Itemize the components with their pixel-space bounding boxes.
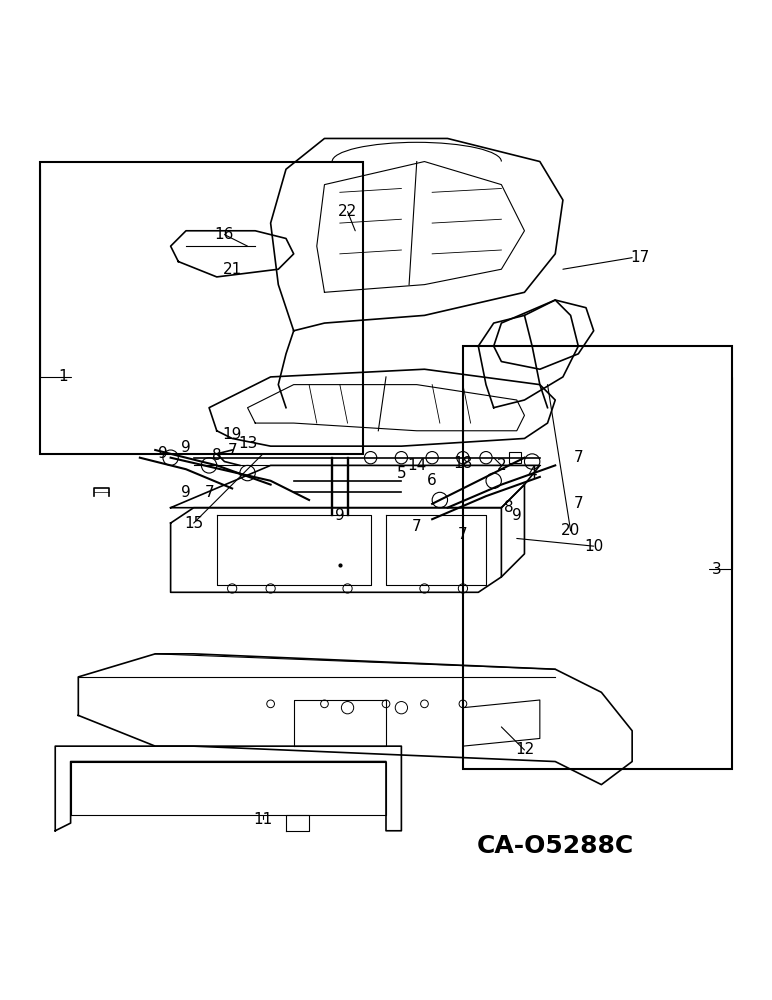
Text: 11: 11 bbox=[253, 812, 273, 827]
Text: 21: 21 bbox=[222, 262, 242, 277]
Text: 9: 9 bbox=[335, 508, 345, 523]
Text: 18: 18 bbox=[453, 456, 472, 471]
Text: 2: 2 bbox=[496, 458, 506, 473]
Text: 5: 5 bbox=[397, 466, 406, 481]
Text: 10: 10 bbox=[584, 539, 603, 554]
Text: 8: 8 bbox=[504, 500, 514, 515]
Text: 17: 17 bbox=[630, 250, 649, 265]
Text: 14: 14 bbox=[407, 458, 426, 473]
Text: 6: 6 bbox=[427, 473, 437, 488]
Text: 13: 13 bbox=[238, 436, 257, 451]
Text: 12: 12 bbox=[515, 742, 534, 757]
Text: 3: 3 bbox=[712, 562, 722, 577]
Text: 22: 22 bbox=[338, 204, 357, 219]
Text: 9: 9 bbox=[181, 440, 191, 455]
Text: 7: 7 bbox=[458, 527, 468, 542]
Text: 7: 7 bbox=[205, 485, 214, 500]
Text: 7: 7 bbox=[227, 443, 237, 458]
Bar bbox=[509, 452, 520, 463]
Text: 7: 7 bbox=[412, 519, 422, 534]
Text: 7: 7 bbox=[574, 496, 583, 511]
Text: 15: 15 bbox=[184, 516, 203, 531]
Bar bbox=[40, 162, 363, 454]
Text: 16: 16 bbox=[215, 227, 234, 242]
Bar bbox=[463, 346, 732, 769]
Text: 19: 19 bbox=[222, 427, 242, 442]
Text: 7: 7 bbox=[574, 450, 583, 465]
Text: 9: 9 bbox=[512, 508, 522, 523]
Text: 9: 9 bbox=[181, 485, 191, 500]
Text: 1: 1 bbox=[58, 369, 68, 384]
Text: 20: 20 bbox=[561, 523, 581, 538]
Text: CA-O5288C: CA-O5288C bbox=[476, 834, 634, 858]
Text: 4: 4 bbox=[527, 466, 537, 481]
Text: 9: 9 bbox=[158, 446, 168, 461]
Text: 8: 8 bbox=[212, 448, 222, 463]
